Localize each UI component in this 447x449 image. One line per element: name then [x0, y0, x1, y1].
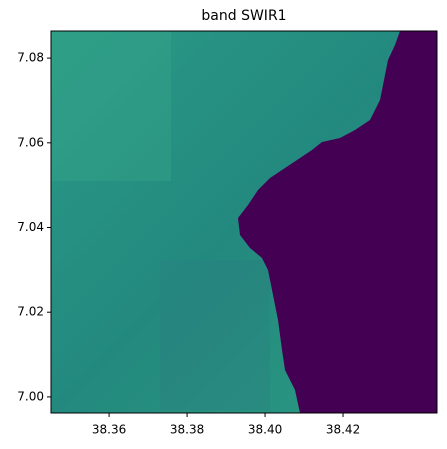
land-texture — [160, 260, 270, 410]
x-tick-label: 38.36 — [92, 423, 126, 437]
y-tick-label: 7.04 — [17, 220, 44, 234]
x-tick-label: 38.42 — [326, 423, 360, 437]
raster — [50, 30, 438, 414]
land-texture — [51, 31, 171, 181]
y-tick-label: 7.06 — [17, 135, 44, 149]
y-tick-label: 7.08 — [17, 51, 44, 65]
y-tick-label: 7.02 — [17, 305, 44, 319]
x-tick-label: 38.38 — [170, 423, 204, 437]
chart-title: band SWIR1 — [201, 8, 286, 24]
y-tick-label: 7.00 — [17, 389, 44, 403]
water-area — [238, 31, 437, 413]
axes-frame — [50, 30, 438, 414]
x-tick-label: 38.40 — [248, 423, 282, 437]
